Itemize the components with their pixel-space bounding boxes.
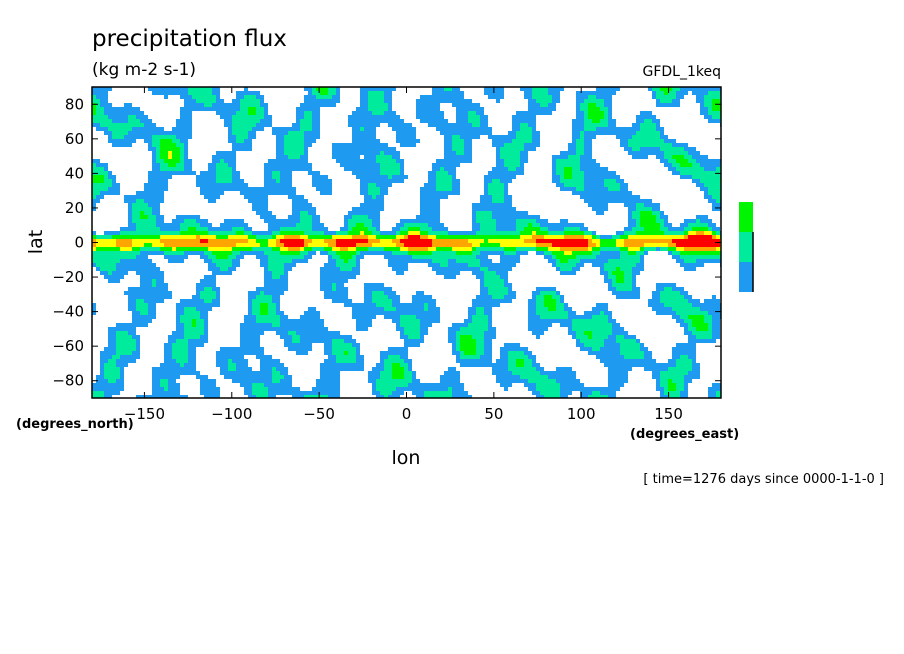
x-tick-label: 100 <box>567 405 596 423</box>
x-tick-label: 150 <box>654 405 683 423</box>
y-tick-label: 60 <box>65 130 84 148</box>
x-tick-label: −50 <box>303 405 335 423</box>
colorbar-swatch <box>739 202 753 232</box>
y-tick-label: −80 <box>52 372 84 390</box>
y-tick-label: 40 <box>65 164 84 182</box>
colorbar-swatch <box>739 232 753 262</box>
y-tick-label: −20 <box>52 268 84 286</box>
y-units-label: (degrees_north) <box>16 417 134 432</box>
y-tick-label: −60 <box>52 337 84 355</box>
chart-title: precipitation flux <box>92 26 287 52</box>
time-label: [ time=1276 days since 0000-1-1-0 ] <box>643 472 884 487</box>
y-axis-label: lat <box>25 230 47 254</box>
x-units-label: (degrees_east) <box>630 427 739 442</box>
y-tick-label: 0 <box>74 234 84 252</box>
y-axis-ticks: −80 −60 −40 −20 0 20 40 60 80 <box>52 95 721 390</box>
x-axis-label: lon <box>392 447 421 469</box>
x-axis-ticks: −150 −100 −50 0 50 100 150 <box>124 87 683 423</box>
precipitation-field <box>92 87 721 398</box>
model-label: GFDL_1keq <box>643 64 722 80</box>
chart-subtitle: (kg m-2 s-1) <box>92 60 196 80</box>
x-tick-label: 50 <box>484 405 503 423</box>
x-tick-label: −150 <box>124 405 165 423</box>
x-tick-label: −100 <box>211 405 252 423</box>
colorbar-legend <box>739 202 754 292</box>
y-tick-label: 80 <box>65 95 84 113</box>
y-tick-label: 20 <box>65 199 84 217</box>
colorbar-swatch <box>739 262 753 292</box>
x-tick-label: 0 <box>402 405 412 423</box>
y-tick-label: −40 <box>52 303 84 321</box>
